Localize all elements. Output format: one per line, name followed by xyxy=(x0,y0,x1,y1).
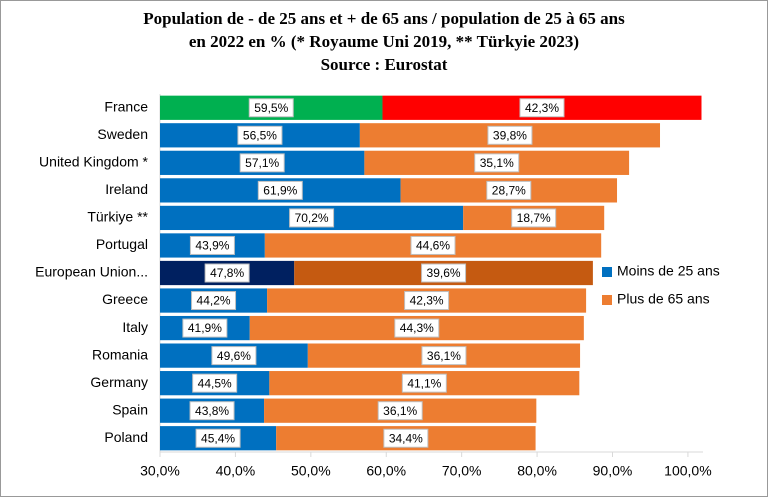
value-label: 39,8% xyxy=(493,128,527,142)
value-label-box xyxy=(189,401,235,421)
value-label: 42,3% xyxy=(525,101,559,115)
value-label: 56,5% xyxy=(243,128,277,142)
value-label-box xyxy=(204,263,250,283)
y-tick-label: Germany xyxy=(90,374,148,390)
y-tick-label: Portugal xyxy=(96,236,148,252)
value-label: 28,7% xyxy=(492,184,526,198)
value-label-box xyxy=(257,180,303,200)
value-label-box xyxy=(192,373,238,393)
value-label: 41,1% xyxy=(407,376,441,390)
value-label: 39,6% xyxy=(427,266,461,280)
value-label-box xyxy=(486,180,532,200)
value-label-box xyxy=(519,98,565,118)
value-label-box xyxy=(401,373,447,393)
value-label: 43,9% xyxy=(195,239,229,253)
x-tick-label: 90,0% xyxy=(593,463,633,479)
value-label-box xyxy=(248,98,294,118)
value-label: 36,1% xyxy=(383,404,417,418)
value-label-box xyxy=(189,235,235,255)
x-tick-label: 50,0% xyxy=(291,463,331,479)
value-label: 59,5% xyxy=(254,101,288,115)
value-label-box xyxy=(511,208,557,228)
x-tick-label: 100,0% xyxy=(664,463,711,479)
y-tick-label: Greece xyxy=(102,291,148,307)
y-tick-label: European Union... xyxy=(35,264,148,280)
value-label: 43,8% xyxy=(195,404,229,418)
x-tick-label: 60,0% xyxy=(366,463,406,479)
value-label: 49,6% xyxy=(217,349,251,363)
value-label-box xyxy=(404,291,450,311)
value-label-box xyxy=(211,346,257,366)
legend-label: Moins de 25 ans xyxy=(617,263,720,279)
value-label: 34,4% xyxy=(389,431,423,445)
value-label: 18,7% xyxy=(517,211,551,225)
value-label-box xyxy=(487,125,533,145)
x-tick-label: 70,0% xyxy=(442,463,482,479)
value-label: 35,1% xyxy=(480,156,514,170)
y-tick-label: Ireland xyxy=(105,181,148,197)
value-label: 61,9% xyxy=(263,184,297,198)
y-tick-label: Romania xyxy=(92,346,148,362)
value-label-box xyxy=(182,318,228,338)
y-tick-label: France xyxy=(104,98,148,114)
legend-swatch xyxy=(602,267,612,277)
value-label: 41,9% xyxy=(188,321,222,335)
value-label: 44,5% xyxy=(198,376,232,390)
value-label: 70,2% xyxy=(295,211,329,225)
value-label-box xyxy=(410,235,456,255)
value-label-box xyxy=(239,153,285,173)
value-label-box xyxy=(383,428,429,448)
value-label: 44,2% xyxy=(197,294,231,308)
value-label-box xyxy=(377,401,423,421)
x-tick-label: 80,0% xyxy=(517,463,557,479)
value-label-box xyxy=(289,208,335,228)
chart-title: en 2022 en % (* Royaume Uni 2019, ** Tür… xyxy=(189,32,579,51)
value-label-box xyxy=(191,291,237,311)
value-label-box xyxy=(195,428,241,448)
y-tick-label: Spain xyxy=(112,401,148,417)
value-label-box xyxy=(237,125,283,145)
value-label: 45,4% xyxy=(201,431,235,445)
x-tick-label: 30,0% xyxy=(140,463,180,479)
y-tick-label: Sweden xyxy=(97,126,148,142)
chart-title: Source : Eurostat xyxy=(321,55,448,74)
y-tick-label: Italy xyxy=(122,319,148,335)
value-label-box xyxy=(421,263,467,283)
x-tick-label: 40,0% xyxy=(216,463,256,479)
legend-swatch xyxy=(602,295,612,305)
y-tick-label: Türkiye ** xyxy=(87,209,148,225)
y-tick-label: Poland xyxy=(104,429,148,445)
value-label: 44,3% xyxy=(400,321,434,335)
chart-title: Population de - de 25 ans et + de 65 ans… xyxy=(143,9,625,28)
value-label: 47,8% xyxy=(210,266,244,280)
value-label-box xyxy=(474,153,520,173)
y-tick-label: United Kingdom * xyxy=(39,154,149,170)
value-label: 42,3% xyxy=(410,294,444,308)
value-label-box xyxy=(394,318,440,338)
value-label: 44,6% xyxy=(416,239,450,253)
value-label-box xyxy=(421,346,467,366)
value-label: 57,1% xyxy=(245,156,279,170)
value-label: 36,1% xyxy=(427,349,461,363)
legend-label: Plus de 65 ans xyxy=(617,291,710,307)
